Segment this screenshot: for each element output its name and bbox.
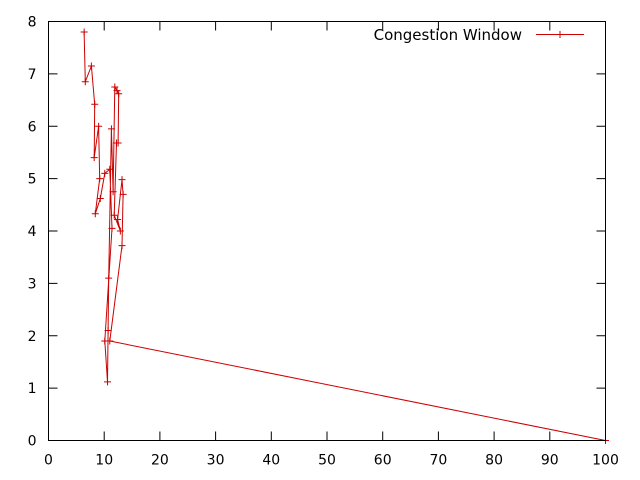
data-point-marker <box>116 227 124 235</box>
y-tick-label: 4 <box>28 224 37 240</box>
x-tick-label: 70 <box>429 453 447 469</box>
plot-frame <box>48 21 606 441</box>
data-point-marker <box>95 122 103 130</box>
y-tick-label: 8 <box>28 15 37 31</box>
data-point-marker <box>112 139 120 147</box>
data-point-marker <box>87 62 95 70</box>
data-point-marker <box>106 165 114 173</box>
x-tick-label: 60 <box>374 453 392 469</box>
data-point-marker <box>91 100 99 108</box>
legend-marker <box>556 31 564 38</box>
data-point-marker <box>96 195 104 203</box>
x-tick-label: 80 <box>485 453 503 469</box>
data-point-marker <box>104 378 112 386</box>
data-point-marker <box>119 190 127 198</box>
data-point-marker <box>106 337 114 345</box>
data-point-marker <box>108 224 116 232</box>
data-point-marker <box>118 242 126 250</box>
x-tick-label: 100 <box>592 453 619 469</box>
data-point-marker <box>113 87 121 95</box>
y-tick-label: 0 <box>28 434 37 450</box>
data-point-marker <box>101 169 109 177</box>
x-tick-label: 50 <box>318 453 336 469</box>
y-tick-label: 7 <box>28 67 37 83</box>
data-point-marker <box>111 83 119 91</box>
y-tick-label: 6 <box>28 119 37 135</box>
x-tick-label: 30 <box>207 453 225 469</box>
data-point-marker <box>115 90 123 98</box>
y-tick-label: 3 <box>28 276 37 292</box>
data-point-marker <box>80 28 88 36</box>
x-tick-label: 0 <box>44 453 53 469</box>
x-tick-label: 20 <box>151 453 169 469</box>
data-point-marker <box>96 175 104 183</box>
data-point-marker <box>81 78 89 86</box>
y-tick-label: 5 <box>28 172 37 188</box>
axis-ticks: 0 10 20 30 40 50 60 70 80 90 100 0 1 2 3 4 5 6 7 8 <box>28 15 619 469</box>
data-point-marker <box>90 154 98 162</box>
x-tick-label: 90 <box>541 453 559 469</box>
y-tick-label: 1 <box>28 381 37 397</box>
data-point-marker <box>104 327 112 335</box>
legend-label: Congestion Window <box>374 26 522 44</box>
series-layer <box>80 28 609 444</box>
data-point-marker <box>107 125 115 133</box>
data-point-marker <box>110 211 118 219</box>
legend: Congestion Window <box>374 26 584 44</box>
data-point-marker <box>91 210 99 218</box>
x-tick-label: 40 <box>262 453 280 469</box>
data-point-marker <box>118 176 126 184</box>
x-tick-label: 10 <box>95 453 113 469</box>
y-tick-label: 2 <box>28 329 37 345</box>
data-point-marker <box>114 215 122 223</box>
data-point-marker <box>105 274 113 282</box>
data-point-marker <box>109 188 117 196</box>
